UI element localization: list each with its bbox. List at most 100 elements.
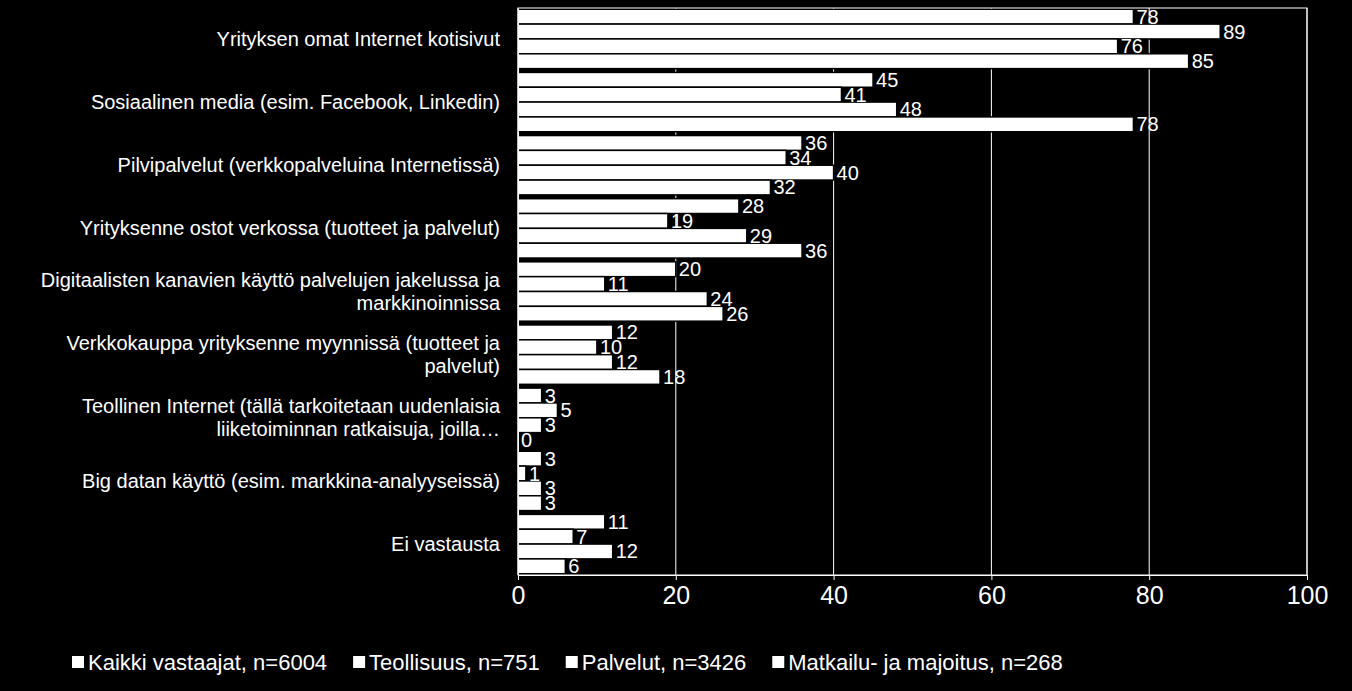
legend-swatch [353,656,365,668]
legend-swatch [72,656,84,668]
y-axis-line [518,9,519,576]
plot: 7845362820123311894134191110517764840292… [41,6,1329,609]
x-tick-mark [676,575,677,580]
x-tick-label: 80 [1136,581,1164,609]
bar [518,199,739,214]
x-tick-mark [518,575,519,580]
data-label: 3 [545,414,556,436]
data-label: 5 [560,399,571,421]
bar [518,9,1133,24]
bar [518,150,786,165]
data-label: 20 [679,258,701,280]
data-label: 12 [616,351,638,373]
data-label: 18 [663,366,685,388]
bar [518,325,613,340]
data-label: 32 [773,176,795,198]
legend-item: Palvelut, n=3426 [566,650,747,675]
legend-label: Matkailu- ja majoitus, n=268 [788,650,1063,675]
x-tick-label: 0 [512,581,526,609]
data-label: 34 [789,147,811,169]
data-label: 1 [529,463,540,485]
x-axis-line [519,576,1308,581]
bar [518,54,1189,69]
category-label-line: liiketoiminnan ratkaisuja, joilla… [217,418,500,440]
x-tick-mark [834,575,835,580]
category-label-line: Pilvipalvelut (verkkopalveluina Internet… [118,154,500,176]
data-label: 0 [521,429,532,451]
x-tick-label: 40 [820,581,848,609]
grid [518,8,1307,575]
data-label: 12 [616,540,638,562]
data-label: 76 [1121,35,1143,57]
category-label: Digitaalisten kanavien käyttö palvelujen… [41,269,501,314]
bar [518,24,1220,39]
data-label: 45 [876,69,898,91]
x-tick: 60 [978,575,1006,609]
data-label: 11 [608,273,629,295]
data-labels: 7845362820123311894134191110517764840292… [521,6,1245,578]
bars [518,9,1220,573]
data-label: 48 [900,98,922,120]
background [0,0,1352,691]
category-label-line: Yrityksenne ostot verkossa (tuotteet ja … [80,217,500,239]
x-tick: 0 [512,575,526,609]
category-label-line: Ei vastausta [391,533,501,555]
legend-item: Teollisuus, n=751 [353,650,540,675]
y-tick: Yrityksen omat Internet kotisivut [217,28,518,50]
data-label: 40 [837,162,859,184]
data-label: 26 [726,303,748,325]
legend-item: Kaikki vastaajat, n=6004 [72,650,327,675]
bar [518,306,723,321]
x-tick-label: 60 [978,581,1006,609]
y-tick: Verkkokauppa yrityksenne myynnissä (tuot… [66,332,518,377]
category-label: Teollinen Internet (tällä tarkoitetaan u… [82,395,501,440]
data-label: 89 [1223,21,1245,43]
data-label: 29 [750,225,772,247]
category-label: Pilvipalvelut (verkkopalveluina Internet… [118,154,500,176]
bar [518,559,565,574]
category-label: Big datan käyttö (esim. markkina-analyys… [82,470,500,492]
x-tick-label: 100 [1287,581,1329,609]
category-label: Ei vastausta [391,533,501,555]
x-tick-mark [991,575,992,580]
x-tick: 20 [662,575,690,609]
category-label-line: Verkkokauppa yrityksenne myynnissä (tuot… [66,332,500,354]
category-label-line: Yrityksen omat Internet kotisivut [217,28,501,50]
category-label-line: Big datan käyttö (esim. markkina-analyys… [82,470,500,492]
bar [518,228,747,243]
bar [518,117,1133,132]
bar [518,388,542,403]
bar [518,180,770,195]
category-label: Yrityksenne ostot verkossa (tuotteet ja … [80,217,500,239]
x-tick: 80 [1136,575,1164,609]
category-label-line: markkinoinnissa [357,292,501,314]
data-label: 6 [568,555,579,577]
bar [518,466,526,481]
x-tick-mark [1307,575,1308,580]
data-label: 28 [742,195,764,217]
data-label: 3 [545,492,556,514]
category-label-line: Sosiaalinen media (esim. Facebook, Linke… [91,91,500,113]
data-label: 3 [545,448,556,470]
x-axis: 0 20 40 60 80 100 [512,575,1329,609]
bar [518,355,613,370]
data-label: 3 [545,385,556,407]
category-label-line: Teollinen Internet (tällä tarkoitetaan u… [82,395,501,417]
legend-swatch [566,656,578,668]
bar [518,262,676,277]
chart: 7845362820123311894134191110517764840292… [0,0,1352,691]
bar [518,340,597,355]
category-label: Sosiaalinen media (esim. Facebook, Linke… [91,91,500,113]
y-tick: Sosiaalinen media (esim. Facebook, Linke… [91,91,518,113]
legend-label: Teollisuus, n=751 [369,650,540,675]
legend-swatch [772,656,784,668]
bar [518,102,897,117]
category-label: Yrityksen omat Internet kotisivut [217,28,501,50]
data-label: 36 [805,240,827,262]
grid-line [1149,8,1150,575]
bar [518,514,605,529]
bar [518,72,873,87]
y-tick: Big datan käyttö (esim. markkina-analyys… [82,470,518,492]
legend-label: Palvelut, n=3426 [582,650,747,675]
bar [518,87,841,102]
